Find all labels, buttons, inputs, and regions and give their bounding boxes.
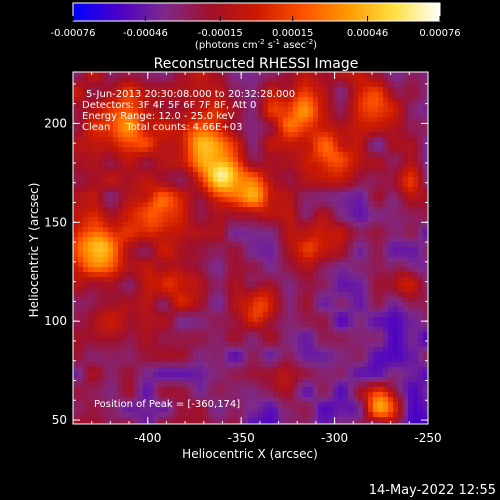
plot-frame xyxy=(72,71,429,425)
colorbar xyxy=(72,2,441,22)
colorbar-tick-label: -0.00015 xyxy=(198,28,243,39)
x-tick-label: -250 xyxy=(414,431,441,445)
annotation-energy: Energy Range: 12.0 - 25.0 keV xyxy=(82,111,235,122)
annotation-detectors: Detectors: 3F 4F 5F 6F 7F 8F, Att 0 xyxy=(82,100,256,111)
y-tick-label: 200 xyxy=(44,116,67,130)
colorbar-tick-label: 0.00046 xyxy=(347,28,388,39)
annotation-counts: Clean Total counts: 4.66E+03 xyxy=(82,122,242,133)
colorbar-tick-label: 0.00015 xyxy=(272,28,313,39)
x-tick-label: -300 xyxy=(321,431,348,445)
x-tick-label: -350 xyxy=(228,431,255,445)
colorbar-ticks: -0.00076 -0.00046 -0.00015 0.00015 0.00046 0.… xyxy=(51,16,461,39)
footer-timestamp: 14-May-2022 12:55 xyxy=(369,483,496,498)
y-tick-label: 100 xyxy=(44,314,67,328)
y-axis-label: Heliocentric Y (arcsec) xyxy=(27,183,41,318)
colorbar-tick-label: -0.00076 xyxy=(51,28,96,39)
x-tick-label: -400 xyxy=(134,431,161,445)
y-tick-label: 150 xyxy=(44,215,67,229)
y-tick-label: 50 xyxy=(52,413,67,427)
colorbar-unit-label: (photons cm-2 s-1 asec-2) xyxy=(195,38,317,51)
colorbar-tick-label: -0.00046 xyxy=(123,28,168,39)
x-axis-label: Heliocentric X (arcsec) xyxy=(182,447,318,461)
colorbar-tick-label: 0.00076 xyxy=(419,28,460,39)
chart-title: Reconstructed RHESSI Image xyxy=(154,56,359,72)
peak-position-label: Position of Peak = [-360,174] xyxy=(94,399,240,410)
heatmap-image xyxy=(73,72,428,424)
annotation-time-range: 5-Jun-2013 20:30:08.000 to 20:32:28.000 xyxy=(86,89,295,100)
axis-ticks: -400 -350 -300 -250 50 100 150 200 xyxy=(44,72,442,445)
